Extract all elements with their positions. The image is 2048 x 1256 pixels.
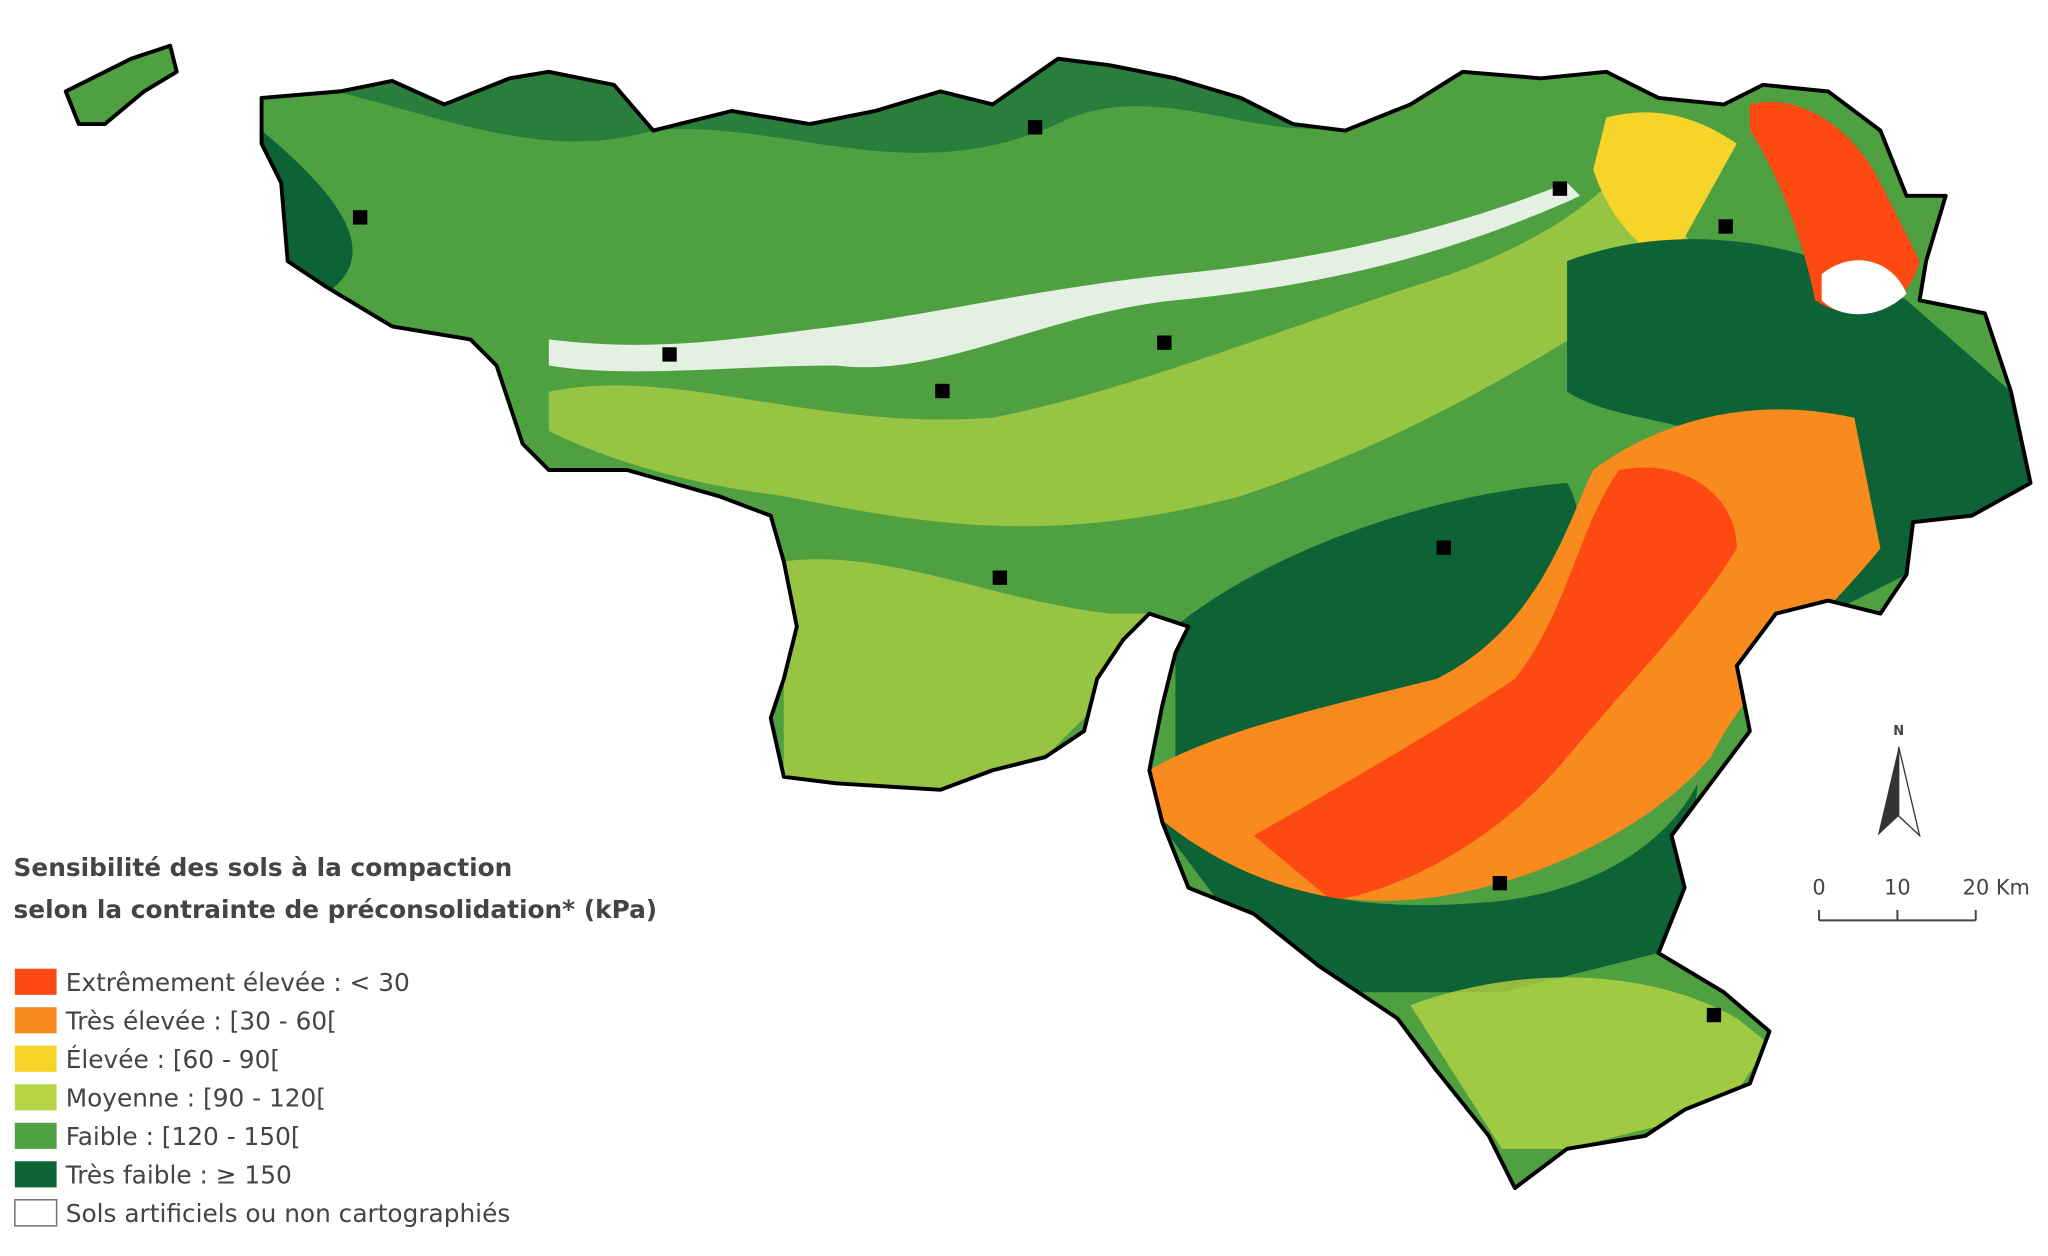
city-marker — [992, 570, 1008, 585]
legend-label: Sols artificiels ou non cartographiés — [66, 1199, 511, 1228]
city-marker — [935, 383, 950, 399]
city-marker — [1436, 540, 1451, 555]
scale-label: 0 — [1812, 875, 1825, 899]
legend-title: selon la contrainte de préconsolidation*… — [14, 895, 658, 924]
city-marker — [1706, 1007, 1722, 1023]
city-markers — [352, 120, 1733, 1023]
legend-swatch — [14, 1122, 57, 1149]
legend-label: Faible : [120 - 150[ — [66, 1122, 301, 1151]
legend-swatch — [14, 1198, 58, 1227]
scale-bar: 0 10 20 Km — [1812, 875, 2030, 922]
legend-swatch — [14, 1084, 57, 1111]
zone-non-cartographiee — [548, 182, 1581, 372]
legend-swatch — [14, 1161, 57, 1188]
north-arrow: N — [1877, 724, 1921, 838]
legend-label: Très faible : ≥ 150 — [65, 1160, 292, 1189]
zone-tres-faible — [1175, 483, 1579, 784]
zone-moyenne — [548, 143, 1698, 527]
zone-elevee — [1593, 112, 1737, 262]
legend-label: Élevée : [60 - 90[ — [66, 1045, 280, 1074]
legend-swatch — [14, 1045, 57, 1072]
legend-label: Extrêmement élevée : < 30 — [66, 968, 410, 997]
legend-title: Sensibilité des sols à la compaction — [14, 853, 513, 882]
zone-moyenne — [1410, 977, 1770, 1149]
legend: Sensibilité des sols à la compaction sel… — [14, 853, 658, 1228]
zone-extremement-elevee — [1253, 467, 1737, 901]
legend-label: Très élevée : [30 - 60[ — [65, 1006, 337, 1035]
city-marker — [352, 210, 368, 225]
zone-extremement-elevee — [1749, 101, 1920, 314]
legend-swatch — [14, 968, 57, 995]
zone-non-cartographiee — [1821, 260, 1907, 315]
zone-moyenne — [783, 559, 1150, 790]
city-marker — [1718, 219, 1733, 234]
scale-label: 10 — [1884, 875, 1911, 899]
legend-label: Moyenne : [90 - 120[ — [66, 1083, 326, 1112]
city-marker — [662, 347, 677, 362]
city-marker — [1157, 335, 1172, 350]
legend-swatch — [14, 1007, 57, 1034]
north-arrow-left — [1877, 746, 1899, 836]
scale-label: 20 Km — [1963, 875, 2030, 899]
north-arrow-right — [1898, 746, 1921, 838]
north-label: N — [1893, 724, 1904, 739]
city-marker — [1552, 181, 1568, 196]
city-marker — [1027, 120, 1043, 135]
city-marker — [1492, 876, 1508, 891]
